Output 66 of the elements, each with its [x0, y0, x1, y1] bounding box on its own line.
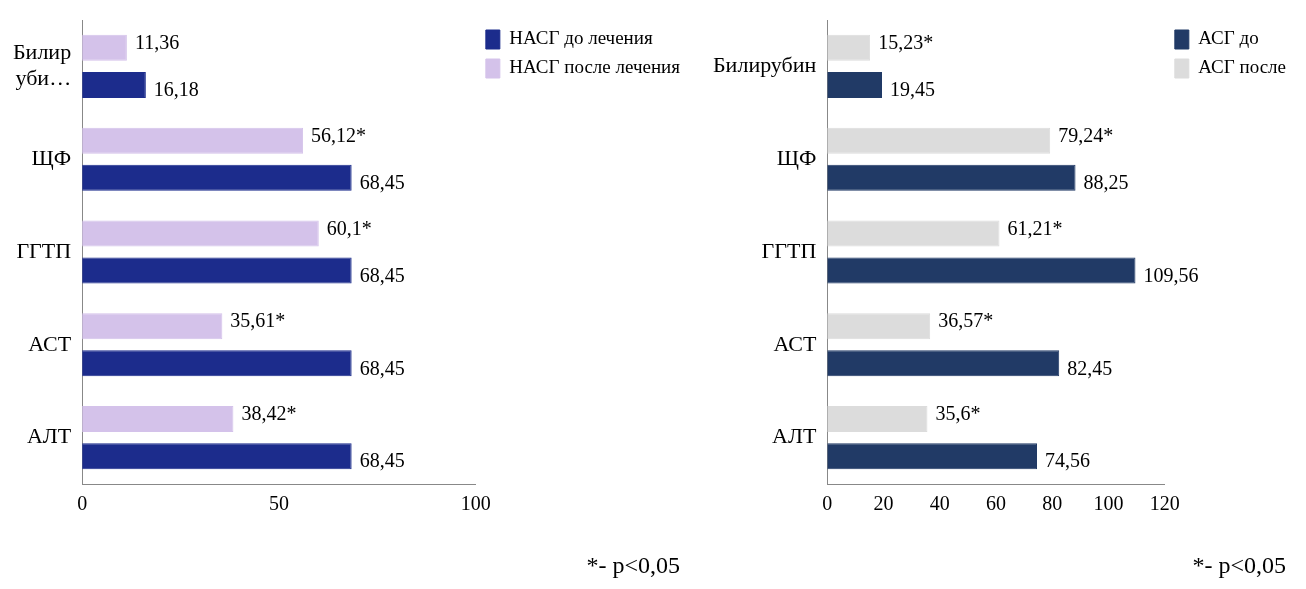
data-label: 38,42*: [241, 402, 297, 425]
y-tick-label: ЩФ: [776, 144, 817, 170]
bar: [827, 127, 1051, 154]
data-label: 16,18: [153, 78, 199, 101]
data-label: 35,6*: [935, 402, 981, 425]
bar: [82, 350, 352, 377]
bar: [82, 220, 319, 247]
bar: [827, 257, 1136, 284]
x-tick-label: 60: [986, 492, 1007, 515]
y-tick-label: ГГТП: [16, 237, 72, 263]
bar: [827, 406, 928, 433]
data-label: 19,45: [890, 78, 936, 101]
data-label: 68,45: [359, 449, 405, 472]
y-tick-label: АЛТ: [26, 423, 72, 449]
x-tick-label: 20: [873, 492, 894, 515]
bar: [827, 313, 931, 340]
x-tick-label: 40: [929, 492, 950, 515]
y-tick-label: ГГТП: [761, 237, 817, 263]
legend-label: АСГ после: [1198, 56, 1286, 78]
data-label: 68,45: [359, 356, 405, 379]
bar: [82, 71, 146, 98]
y-tick-label: Билир уби…: [12, 38, 72, 91]
x-tick-label: 50: [269, 492, 290, 515]
bar: [82, 406, 234, 433]
bar: [82, 164, 352, 191]
data-label: 82,45: [1067, 356, 1113, 379]
data-label: 74,56: [1045, 449, 1091, 472]
data-label: 56,12*: [311, 123, 367, 146]
y-tick-label: ЩФ: [31, 144, 72, 170]
data-label: 68,45: [359, 171, 405, 194]
y-tick-label: Билирубин: [712, 52, 817, 78]
data-label: 60,1*: [326, 216, 372, 239]
y-tick-label: АСТ: [773, 330, 817, 356]
bar: [827, 164, 1076, 191]
bar: [827, 443, 1038, 470]
x-tick-label: 80: [1042, 492, 1063, 515]
bar: [82, 127, 304, 154]
legend-label: НАСГ до лечения: [509, 27, 653, 49]
y-tick-label: АСТ: [28, 330, 72, 356]
bar: [827, 220, 1000, 247]
bar: [82, 34, 127, 61]
x-tick-label: 120: [1149, 492, 1180, 515]
bar: [827, 34, 871, 61]
data-label: 109,56: [1143, 263, 1199, 286]
data-label: 35,61*: [230, 309, 286, 332]
data-label: 79,24*: [1058, 123, 1114, 146]
bar: [82, 257, 352, 284]
legend-label: НАСГ после лечения: [509, 56, 681, 78]
legend-label: АСГ до: [1198, 27, 1259, 49]
x-tick-label: 0: [822, 492, 833, 515]
data-label: 88,25: [1083, 171, 1129, 194]
data-label: 68,45: [359, 263, 405, 286]
data-label: 11,36: [134, 31, 180, 54]
x-tick-label: 100: [460, 492, 491, 515]
bar: [82, 443, 352, 470]
x-tick-label: 0: [77, 492, 88, 515]
text: *- p<0,05: [586, 552, 680, 579]
data-label: 61,21*: [1007, 216, 1063, 239]
data-label: 36,57*: [938, 309, 994, 332]
y-tick-label: АЛТ: [772, 423, 817, 449]
bar: [82, 313, 223, 340]
bar: [827, 350, 1060, 377]
data-label: 15,23*: [878, 31, 934, 54]
bar: [827, 71, 883, 98]
text: *- p<0,05: [1192, 552, 1286, 579]
x-tick-label: 100: [1093, 492, 1124, 515]
